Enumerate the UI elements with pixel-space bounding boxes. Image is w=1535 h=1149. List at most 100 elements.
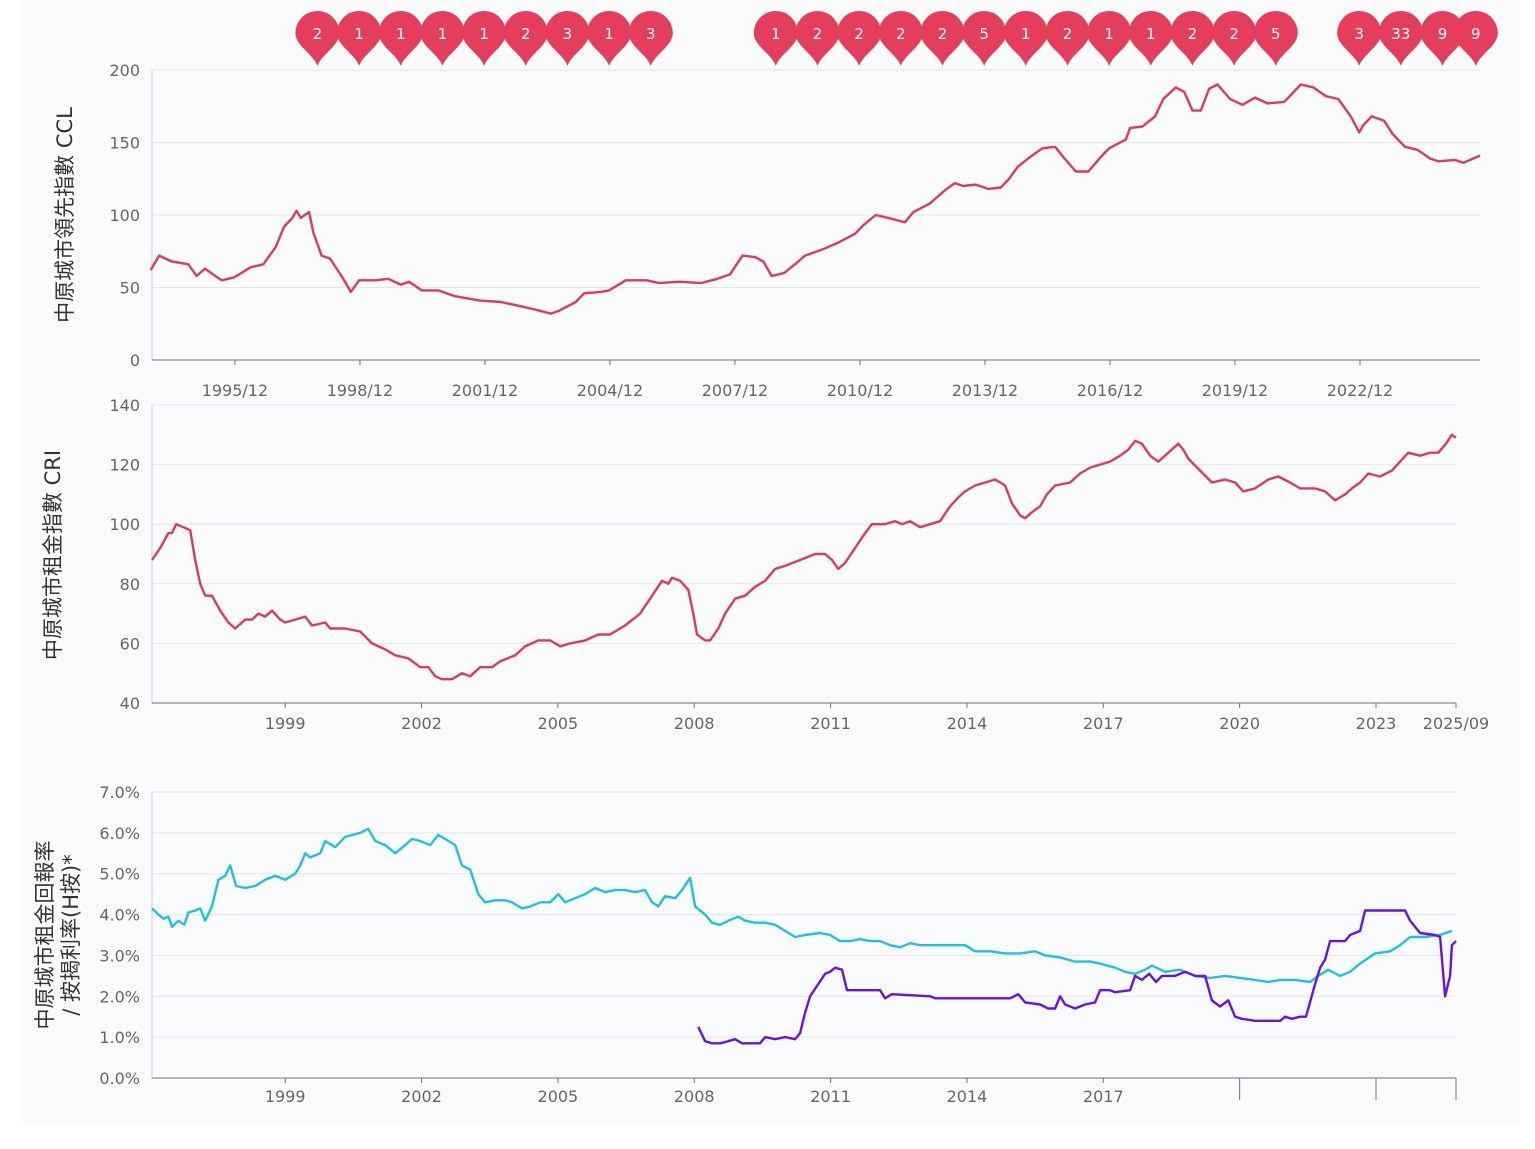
x-tick-label: 1999 <box>265 1087 306 1106</box>
y-axis-label: 中原城市領先指數 CCL <box>53 107 77 323</box>
marker-pin-shape <box>753 11 798 66</box>
marker-pin-shape <box>337 11 382 66</box>
marker-label: 1 <box>1104 25 1114 43</box>
event-marker-pin[interactable]: 1 <box>337 11 382 66</box>
x-tick-label: 2010/12 <box>827 381 893 400</box>
event-marker-pin[interactable]: 1 <box>587 11 632 66</box>
marker-label: 2 <box>1229 25 1239 43</box>
marker-label: 2 <box>938 25 948 43</box>
marker-pin-shape <box>1128 11 1173 66</box>
y-axis-label: 中原城市租金指數 CRI <box>41 450 65 660</box>
event-marker-pin[interactable]: 1 <box>378 11 423 66</box>
event-marker-pin[interactable]: 2 <box>920 11 965 66</box>
event-marker-pin[interactable]: 33 <box>1378 11 1423 66</box>
x-tick-label: 1999 <box>265 714 306 733</box>
event-marker-pin[interactable]: 1 <box>420 11 465 66</box>
event-marker-pin[interactable]: 9 <box>1420 11 1465 66</box>
x-tick-label: 2014 <box>947 1087 988 1106</box>
x-tick-label: 2017 <box>1083 1087 1124 1106</box>
y-axis-label-line: 中原城市租金回報率 <box>33 841 57 1030</box>
chart-1: 0 50 100 150 200 1995/12 1998/12 2001/12 2004/12… <box>53 11 1498 400</box>
y-tick-label: 7.0% <box>99 783 140 802</box>
marker-pin-shape <box>1003 11 1048 66</box>
event-marker-pin[interactable]: 1 <box>1087 11 1132 66</box>
marker-label: 33 <box>1391 25 1410 43</box>
marker-pin-shape <box>1212 11 1257 66</box>
marker-label: 1 <box>438 25 448 43</box>
x-tick-label: 2023 <box>1356 714 1397 733</box>
series-line-mortgage-rate[interactable] <box>697 909 1457 1045</box>
x-tick-label: 2002 <box>401 1087 442 1106</box>
marker-label: 1 <box>1146 25 1156 43</box>
marker-pin-shape <box>628 11 673 66</box>
event-marker-pin[interactable]: 3 <box>628 11 673 66</box>
marker-pin-shape <box>1337 11 1382 66</box>
event-marker-pin[interactable]: 2 <box>503 11 548 66</box>
marker-pin-shape <box>420 11 465 66</box>
y-tick-label: 2.0% <box>99 987 140 1006</box>
event-marker-pin[interactable]: 3 <box>545 11 590 66</box>
marker-label: 9 <box>1438 25 1448 43</box>
marker-pin-shape <box>378 11 423 66</box>
event-marker-pin[interactable]: 1 <box>753 11 798 66</box>
event-marker-pin[interactable]: 2 <box>878 11 923 66</box>
marker-pin-shape <box>920 11 965 66</box>
event-marker-pin[interactable]: 5 <box>962 11 1007 66</box>
event-marker-pin[interactable]: 1 <box>1128 11 1173 66</box>
series-line-rental-yield[interactable] <box>151 827 1453 984</box>
y-tick-label: 150 <box>109 134 140 153</box>
marker-label: 1 <box>396 25 406 43</box>
event-marker-pin[interactable]: 9 <box>1453 11 1498 66</box>
event-marker-pin[interactable]: 5 <box>1253 11 1298 66</box>
marker-pin-shape <box>503 11 548 66</box>
y-tick-label: 50 <box>120 279 140 298</box>
chart-2: 40 60 80 100 120 140 1999 2002 2005 2008 2011 2014 2… <box>41 396 1489 733</box>
event-marker-pin[interactable]: 1 <box>462 11 507 66</box>
y-tick-label: 100 <box>109 206 140 225</box>
event-marker-pin[interactable]: 1 <box>1003 11 1048 66</box>
x-tick-label: 2005 <box>538 714 579 733</box>
marker-pin-shape <box>1045 11 1090 66</box>
marker-label: 3 <box>1354 25 1364 43</box>
marker-pin-shape <box>1453 11 1498 66</box>
series-line-index[interactable] <box>149 83 1481 315</box>
event-marker-pin[interactable]: 2 <box>1170 11 1215 66</box>
marker-pin-shape <box>1253 11 1298 66</box>
event-marker-pin[interactable]: 3 <box>1337 11 1382 66</box>
event-marker-pin[interactable]: 2 <box>795 11 840 66</box>
marker-pin-shape <box>545 11 590 66</box>
event-marker-pin[interactable]: 2 <box>837 11 882 66</box>
marker-pin-shape <box>462 11 507 66</box>
y-tick-label: 120 <box>109 456 140 475</box>
y-tick-label: 5.0% <box>99 865 140 884</box>
y-tick-label: 6.0% <box>99 824 140 843</box>
x-tick-label: 1995/12 <box>202 381 268 400</box>
y-tick-label: 40 <box>120 694 140 713</box>
x-tick-label: 2002 <box>401 714 442 733</box>
marker-pin-shape <box>878 11 923 66</box>
marker-pin-shape <box>295 11 340 66</box>
x-tick-label: 2008 <box>674 714 715 733</box>
event-marker-pin[interactable]: 2 <box>1212 11 1257 66</box>
marker-label: 2 <box>854 25 864 43</box>
marker-label: 1 <box>479 25 489 43</box>
marker-pin-shape <box>1170 11 1215 66</box>
marker-pin-shape <box>962 11 1007 66</box>
event-marker-pin[interactable]: 2 <box>1045 11 1090 66</box>
y-axis-label: 中原城市租金回報率/ 按揭利率(H按)* <box>33 841 83 1030</box>
series-line-index[interactable] <box>151 433 1457 681</box>
x-tick-label: 2004/12 <box>577 381 643 400</box>
x-tick-label: 2016/12 <box>1077 381 1143 400</box>
y-tick-label: 60 <box>120 634 140 653</box>
marker-label: 2 <box>896 25 906 43</box>
marker-label: 1 <box>604 25 614 43</box>
y-tick-label: 4.0% <box>99 906 140 925</box>
x-tick-label: 2019/12 <box>1202 381 1268 400</box>
marker-label: 1 <box>354 25 364 43</box>
y-tick-label: 200 <box>109 61 140 80</box>
x-tick-label: 2011 <box>810 1087 851 1106</box>
marker-pin-shape <box>1378 11 1423 66</box>
event-marker-pin[interactable]: 2 <box>295 11 340 66</box>
x-tick-label: 2013/12 <box>952 381 1018 400</box>
y-tick-label: 140 <box>109 396 140 415</box>
